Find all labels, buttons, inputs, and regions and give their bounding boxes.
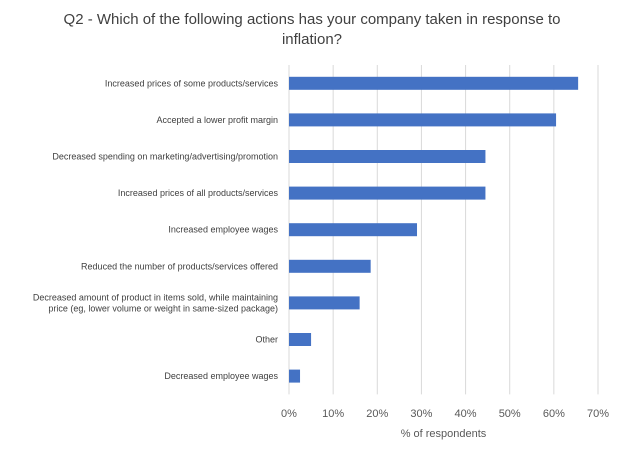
x-tick-label: 0% (281, 408, 297, 420)
bar (289, 369, 301, 383)
category-label: Increased prices of all products/service… (118, 188, 279, 198)
bar (289, 333, 312, 346)
x-tick-label: 30% (410, 408, 432, 420)
x-tick-label: 10% (322, 408, 344, 420)
x-tick-label: 60% (543, 408, 565, 420)
category-label: Decreased amount of product in items sol… (33, 292, 278, 302)
bar (289, 296, 360, 310)
x-tick-label: 20% (366, 408, 388, 420)
category-label: Increased employee wages (168, 225, 278, 235)
bar (289, 150, 486, 163)
bar (289, 223, 418, 237)
category-label: Reduced the number of products/services … (81, 261, 278, 271)
x-tick-label: 40% (455, 408, 477, 420)
chart-title: Q2 - Which of the following actions has … (63, 11, 561, 48)
category-label: Other (255, 335, 278, 345)
category-label: Increased prices of some products/servic… (105, 78, 279, 88)
category-label: Decreased employee wages (164, 371, 278, 381)
bar (289, 76, 579, 90)
category-label: price (eg, lower volume or weight in sam… (48, 303, 278, 313)
bar (289, 186, 486, 200)
bar (289, 113, 557, 127)
x-axis-title: % of respondents (401, 428, 487, 440)
category-label: Decreased spending on marketing/advertis… (52, 152, 278, 162)
x-tick-label: 70% (587, 408, 609, 420)
category-label: Accepted a lower profit margin (156, 115, 278, 125)
x-tick-label: 50% (499, 408, 521, 420)
bar (289, 259, 371, 273)
